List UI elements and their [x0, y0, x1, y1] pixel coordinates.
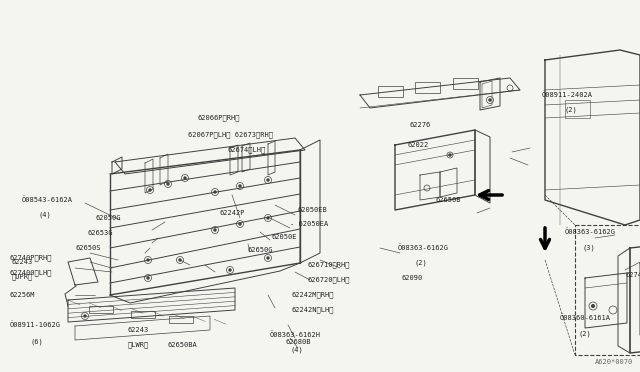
Text: 62066P〈RH〉: 62066P〈RH〉: [198, 115, 241, 121]
Text: Ô08911-1062G: Ô08911-1062G: [10, 322, 61, 328]
Circle shape: [267, 257, 269, 259]
Circle shape: [84, 315, 86, 317]
Circle shape: [167, 183, 169, 185]
Text: 62674〈LH〉: 62674〈LH〉: [228, 147, 266, 153]
Bar: [575, 225, 640, 355]
Text: 626710〈RH〉: 626710〈RH〉: [308, 262, 351, 268]
Text: 62090: 62090: [402, 275, 423, 281]
Text: Ô08911-2402A: Ô08911-2402A: [542, 92, 593, 98]
Circle shape: [149, 189, 151, 191]
Text: (4): (4): [38, 212, 51, 218]
Text: 〈UPR〉: 〈UPR〉: [12, 274, 33, 280]
Bar: [89, 306, 113, 313]
Text: 62650G: 62650G: [248, 247, 273, 253]
Text: 62740P〈RH〉: 62740P〈RH〉: [10, 255, 52, 261]
Text: 62050E: 62050E: [272, 234, 298, 240]
Text: 62050EB: 62050EB: [298, 207, 328, 213]
Text: (3): (3): [582, 245, 595, 251]
Text: 62242P: 62242P: [220, 210, 246, 216]
Text: 62242N〈LH〉: 62242N〈LH〉: [292, 307, 335, 313]
Text: 62243: 62243: [128, 327, 149, 333]
Circle shape: [239, 185, 241, 187]
Text: (2): (2): [415, 260, 428, 266]
Bar: [378, 86, 403, 97]
Text: 62740: 62740: [625, 272, 640, 278]
Circle shape: [267, 179, 269, 181]
Text: Õ08363-6162G: Õ08363-6162G: [398, 245, 449, 251]
Circle shape: [591, 305, 595, 308]
Text: 62243: 62243: [12, 259, 33, 265]
Text: 62650S: 62650S: [75, 245, 100, 251]
Text: (6): (6): [30, 339, 43, 345]
Text: - 62050EA: - 62050EA: [290, 221, 328, 227]
Text: Õ08363-6162H: Õ08363-6162H: [270, 332, 321, 339]
Bar: [415, 82, 440, 93]
Text: 62650B: 62650B: [435, 197, 461, 203]
Circle shape: [489, 99, 492, 101]
Text: (4): (4): [290, 347, 303, 353]
Text: 62653G: 62653G: [88, 230, 113, 236]
Circle shape: [214, 229, 216, 231]
Circle shape: [449, 154, 451, 156]
Bar: [131, 311, 155, 318]
Circle shape: [184, 177, 186, 179]
Bar: [453, 78, 478, 89]
Text: 62067P〈LH〉 62673〈RH〉: 62067P〈LH〉 62673〈RH〉: [188, 132, 273, 138]
Circle shape: [214, 191, 216, 193]
Text: 〈LWR〉: 〈LWR〉: [128, 342, 149, 348]
Text: 62050G: 62050G: [95, 215, 120, 221]
Text: 62680B: 62680B: [285, 339, 310, 345]
Text: (2): (2): [565, 107, 578, 113]
Bar: [565, 100, 590, 118]
Circle shape: [267, 217, 269, 219]
Text: A620*0070: A620*0070: [595, 359, 633, 365]
Text: 62242M〈RH〉: 62242M〈RH〉: [292, 292, 335, 298]
Text: 62256M: 62256M: [10, 292, 35, 298]
Text: 62276: 62276: [410, 122, 431, 128]
Text: 62650BA: 62650BA: [168, 342, 198, 348]
Circle shape: [147, 259, 149, 261]
Circle shape: [179, 259, 181, 261]
Circle shape: [147, 277, 149, 279]
Bar: [169, 316, 193, 323]
Circle shape: [239, 223, 241, 225]
Text: Õ08543-6162A: Õ08543-6162A: [22, 197, 73, 203]
Text: 626720〈LH〉: 626720〈LH〉: [308, 277, 351, 283]
Text: (2): (2): [578, 331, 591, 337]
Text: 627400〈LH〉: 627400〈LH〉: [10, 270, 52, 276]
Text: Õ08360-6161A: Õ08360-6161A: [560, 315, 611, 321]
Circle shape: [229, 269, 231, 271]
Text: 62022: 62022: [408, 142, 429, 148]
Text: Õ08363-6162G: Õ08363-6162G: [565, 229, 616, 235]
